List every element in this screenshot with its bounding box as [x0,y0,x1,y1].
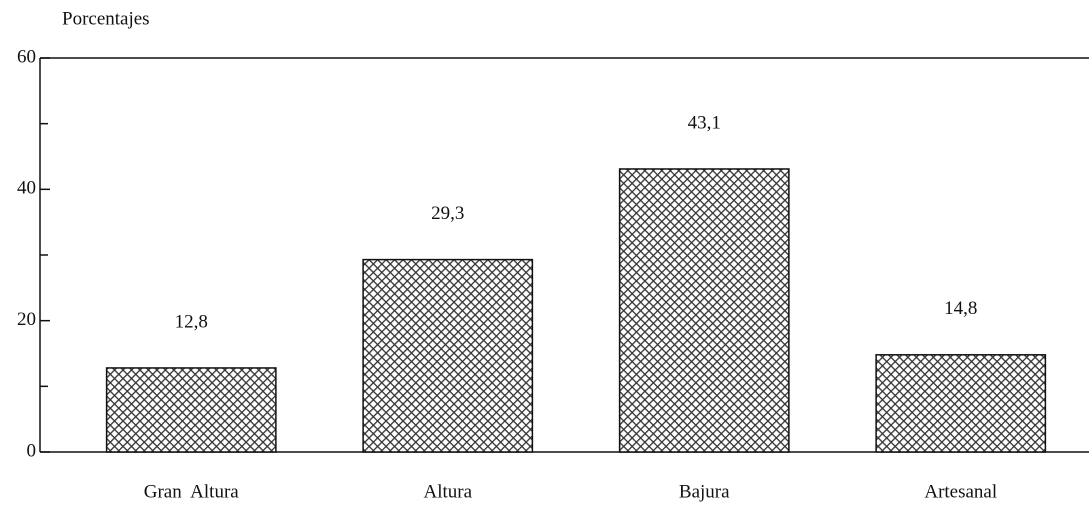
x-tick-label: Bajura [679,481,730,502]
bar [618,168,790,453]
bar [875,354,1047,453]
x-tick-label: Gran Altura [144,481,240,502]
y-axis-label: Porcentajes [62,8,150,29]
y-tick-label: 40 [17,178,36,199]
bar [105,367,277,453]
value-label: 12,8 [175,311,208,332]
value-label: 14,8 [944,298,977,319]
y-tick-label: 0 [27,440,37,461]
y-tick-label: 20 [17,309,36,330]
bar [362,258,534,453]
x-tick-label: Artesanal [924,481,997,502]
x-tick-label: Altura [423,481,472,502]
y-tick-label: 60 [17,46,36,67]
value-label: 29,3 [431,203,464,224]
value-label: 43,1 [688,112,721,133]
